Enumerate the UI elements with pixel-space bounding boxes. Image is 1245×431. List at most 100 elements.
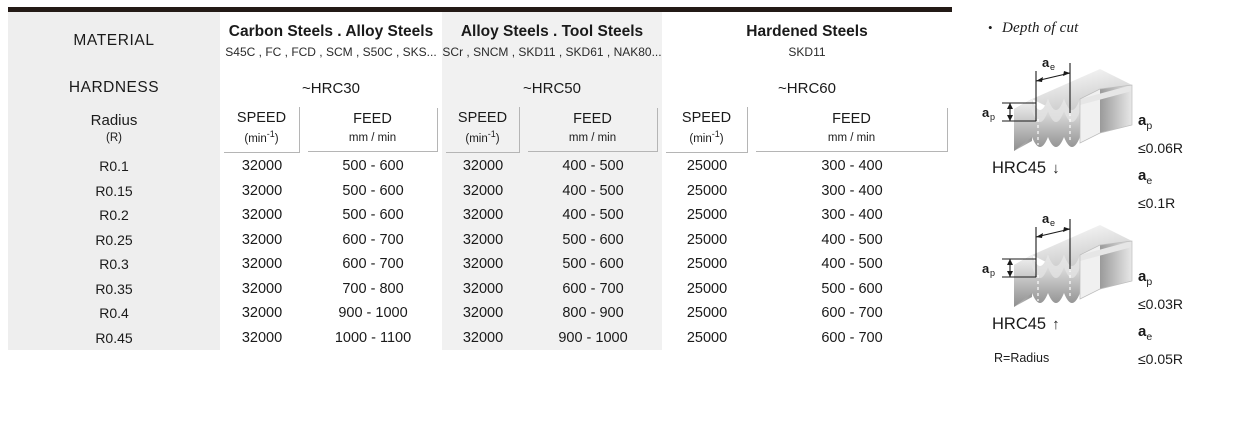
cell-g2-feed: 400 - 500 <box>524 154 662 179</box>
cell-g2-feed: 600 - 700 <box>524 276 662 301</box>
group-1-speed-header: SPEED (min-1) <box>220 106 304 154</box>
material-group-3: Hardened Steels SKD11 <box>662 12 952 70</box>
diagram-2-ae-sub: e <box>1146 330 1153 343</box>
diagram-1-notes: ap ≤0.06R ae ≤0.1R <box>1138 107 1183 217</box>
group-2-speed-header: SPEED (min-1) <box>442 106 524 154</box>
diagram-1-caption-text: HRC45 <box>992 159 1047 177</box>
table-top-rule <box>8 7 952 12</box>
cell-g1-speed: 32000 <box>220 325 304 350</box>
cell-g3-speed: 25000 <box>662 301 752 326</box>
cutting-condition-table: MATERIAL Carbon Steels . Alloy Steels S4… <box>8 7 952 350</box>
subheader-row: Radius (R) SPEED (min-1) FEED mm / min <box>8 106 952 154</box>
radius-column-header: Radius (R) <box>8 106 220 154</box>
material-row-label: MATERIAL <box>8 12 220 70</box>
diagram-1-ae-note: ae ≤0.1R <box>1138 162 1183 217</box>
diagram-2-ap-sub: p <box>1146 275 1153 288</box>
diagram-2-caption: HRC45 ↑ <box>992 315 1060 334</box>
cell-g1-feed: 600 - 700 <box>304 227 442 252</box>
material-group-1: Carbon Steels . Alloy Steels S45C , FC ,… <box>220 12 442 70</box>
group-1-speed-label: SPEED <box>236 109 287 126</box>
cell-g3-feed: 300 - 400 <box>752 154 952 179</box>
group-2-feed-label: FEED <box>573 111 612 128</box>
depth-of-cut-heading-text: Depth of cut <box>1002 20 1079 36</box>
group-2-speed-label: SPEED <box>457 109 508 126</box>
cut-diagram-hrc45-down: a e a p ap ≤0.06R ae ≤0.1R HRC45 ↓ <box>980 59 1242 211</box>
cell-g2-speed: 32000 <box>442 178 524 203</box>
material-group-2-grades: SCr , SNCM , SKD11 , SKD61 , NAK80... <box>442 45 662 60</box>
hardness-group-1: ~HRC30 <box>220 70 442 106</box>
svg-text:p: p <box>990 268 995 278</box>
table-row: R0.1 32000 500 - 600 32000 400 - 500 250… <box>8 154 952 179</box>
material-group-3-title: Hardened Steels <box>746 22 868 40</box>
diagram-2-ae-value: ≤0.05R <box>1138 351 1184 368</box>
cell-g1-feed: 600 - 700 <box>304 252 442 277</box>
material-group-1-grades: S45C , FC , FCD , SCM , S50C , SKS... <box>225 45 437 60</box>
cell-g1-speed: 32000 <box>220 178 304 203</box>
cell-g2-feed: 400 - 500 <box>524 203 662 228</box>
cell-g1-speed: 32000 <box>220 154 304 179</box>
radius-legend-note: R=Radius <box>994 351 1050 365</box>
cell-g1-speed: 32000 <box>220 301 304 326</box>
diagram-2-caption-text: HRC45 <box>992 315 1047 333</box>
diagram-1-ae-value: ≤0.1R <box>1138 195 1176 212</box>
bullet-icon: • <box>988 20 993 35</box>
cell-g3-feed: 500 - 600 <box>752 276 952 301</box>
svg-text:e: e <box>1050 218 1055 228</box>
cell-radius: R0.1 <box>8 154 220 179</box>
material-group-1-title: Carbon Steels . Alloy Steels <box>228 22 434 40</box>
depth-of-cut-heading: • Depth of cut <box>988 20 1242 37</box>
cell-g2-speed: 32000 <box>442 203 524 228</box>
group-1-feed-header: FEED mm / min <box>304 106 442 154</box>
cell-g1-feed: 1000 - 1100 <box>304 325 442 350</box>
svg-text:a: a <box>1042 59 1050 70</box>
cell-g1-speed: 32000 <box>220 252 304 277</box>
cell-g2-feed: 800 - 900 <box>524 301 662 326</box>
cell-radius: R0.35 <box>8 276 220 301</box>
hardness-group-3: ~HRC60 <box>662 70 952 106</box>
group-1-speed-unit: (min-1) <box>244 129 279 146</box>
cell-g2-feed: 900 - 1000 <box>524 325 662 350</box>
top-rule-bar <box>8 7 952 12</box>
cell-g1-speed: 32000 <box>220 276 304 301</box>
cell-g3-speed: 25000 <box>662 276 752 301</box>
diagram-2-notes: ap ≤0.03R ae ≤0.05R <box>1138 263 1183 373</box>
material-group-2-title: Alloy Steels . Tool Steels <box>460 22 644 40</box>
cell-g3-speed: 25000 <box>662 203 752 228</box>
table-row: R0.25 32000 600 - 700 32000 500 - 600 25… <box>8 227 952 252</box>
cell-g1-feed: 500 - 600 <box>304 203 442 228</box>
cell-g3-feed: 300 - 400 <box>752 178 952 203</box>
svg-text:a: a <box>982 261 990 276</box>
cell-g1-speed: 32000 <box>220 227 304 252</box>
cell-g3-feed: 400 - 500 <box>752 252 952 277</box>
group-3-feed-unit: mm / min <box>827 131 876 144</box>
cell-g2-speed: 32000 <box>442 252 524 277</box>
group-3-feed-header: FEED mm / min <box>752 106 952 154</box>
cell-g2-speed: 32000 <box>442 325 524 350</box>
group-2-feed-header: FEED mm / min <box>524 106 662 154</box>
diagram-1-ap-value: ≤0.06R <box>1138 140 1184 157</box>
cell-g3-speed: 25000 <box>662 325 752 350</box>
group-2-feed-unit: mm / min <box>568 131 617 144</box>
group-3-speed-unit: (min-1) <box>689 129 724 146</box>
cell-g3-speed: 25000 <box>662 178 752 203</box>
up-arrow-icon: ↑ <box>1052 316 1060 333</box>
diagram-2-ae-note: ae ≤0.05R <box>1138 318 1183 373</box>
cell-g2-speed: 32000 <box>442 276 524 301</box>
svg-text:a: a <box>1042 215 1050 226</box>
cell-g2-feed: 500 - 600 <box>524 227 662 252</box>
cell-g2-feed: 400 - 500 <box>524 178 662 203</box>
cell-g3-speed: 25000 <box>662 154 752 179</box>
svg-text:a: a <box>982 105 990 120</box>
cell-radius: R0.2 <box>8 203 220 228</box>
diagram-2-ap-note: ap ≤0.03R <box>1138 263 1183 318</box>
table-row: R0.35 32000 700 - 800 32000 600 - 700 25… <box>8 276 952 301</box>
cell-g3-feed: 300 - 400 <box>752 203 952 228</box>
down-arrow-icon: ↓ <box>1052 160 1060 177</box>
diagram-1-ae-sub: e <box>1146 174 1153 187</box>
group-3-feed-label: FEED <box>832 111 871 128</box>
cell-g1-feed: 900 - 1000 <box>304 301 442 326</box>
cell-g3-speed: 25000 <box>662 252 752 277</box>
group-3-speed-label: SPEED <box>681 109 732 126</box>
diagram-2-ap-value: ≤0.03R <box>1138 296 1184 313</box>
cell-g3-feed: 600 - 700 <box>752 325 952 350</box>
